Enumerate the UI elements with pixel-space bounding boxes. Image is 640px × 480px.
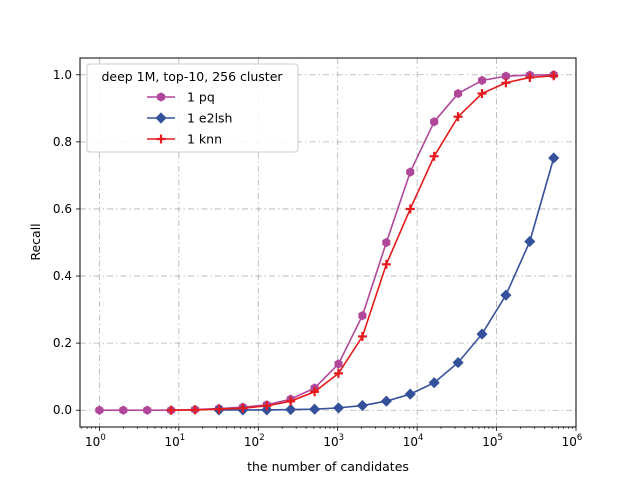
data-point xyxy=(309,403,321,415)
x-axis-ticks: 100 101 102 103 104 105 106 xyxy=(81,427,583,449)
y-tick-label: 0.8 xyxy=(53,135,72,149)
data-point xyxy=(143,405,152,415)
data-point xyxy=(549,71,559,81)
data-point xyxy=(380,395,392,407)
data-point xyxy=(404,388,416,400)
legend-label: 1 e2lsh xyxy=(187,111,232,126)
data-point xyxy=(428,377,440,389)
data-point xyxy=(310,387,320,397)
data-point xyxy=(166,405,176,415)
data-point xyxy=(500,289,512,301)
y-tick-label: 0.4 xyxy=(53,269,72,283)
data-point xyxy=(382,237,391,248)
data-point xyxy=(406,167,415,177)
x-tick-label: 101 xyxy=(164,433,185,449)
data-point xyxy=(262,401,272,411)
data-point xyxy=(476,328,488,340)
x-tick-label: 105 xyxy=(482,433,503,449)
series-1-e2lsh xyxy=(213,152,560,416)
data-point xyxy=(453,112,463,122)
data-point xyxy=(358,310,367,321)
x-tick-label: 103 xyxy=(323,433,344,449)
data-point xyxy=(501,78,511,88)
data-point xyxy=(334,359,343,369)
data-point xyxy=(430,117,439,127)
x-axis-label: the number of candidates xyxy=(247,459,409,474)
data-point xyxy=(356,399,368,412)
data-point xyxy=(452,357,464,369)
data-point xyxy=(477,89,487,99)
legend-entry-1-pq: 1 pq xyxy=(147,90,215,105)
data-point xyxy=(525,72,535,82)
legend: deep 1M, top-10, 256 cluster 1 pq 1 e2lsh… xyxy=(86,63,299,153)
x-tick-label: 102 xyxy=(244,433,265,449)
data-point xyxy=(119,405,128,415)
data-point xyxy=(405,204,415,214)
x-tick-label: 104 xyxy=(403,433,424,449)
data-point xyxy=(190,405,200,415)
x-tick-label: 100 xyxy=(85,433,106,449)
legend-marker xyxy=(156,92,166,102)
data-point xyxy=(429,151,439,161)
legend-title: deep 1M, top-10, 256 cluster xyxy=(101,69,283,84)
legend-marker xyxy=(156,134,166,144)
y-axis-label: Recall xyxy=(28,223,43,260)
y-axis-ticks: 0.0 0.2 0.4 0.6 0.8 1.0 xyxy=(53,68,80,417)
y-tick-label: 0.6 xyxy=(53,202,72,216)
legend-entry-1-e2lsh: 1 e2lsh xyxy=(147,111,232,126)
data-point xyxy=(454,88,463,99)
series-line xyxy=(218,157,555,411)
legend-label: 1 knn xyxy=(187,132,222,147)
x-tick-label: 106 xyxy=(562,433,583,449)
series-lines xyxy=(95,70,560,416)
y-tick-label: 0.0 xyxy=(53,403,72,417)
series-1-knn xyxy=(166,71,559,415)
data-point xyxy=(95,405,104,415)
data-point xyxy=(286,396,296,406)
legend-label: 1 pq xyxy=(187,90,215,105)
data-point xyxy=(332,402,345,414)
data-point xyxy=(548,152,560,164)
data-point xyxy=(285,403,297,416)
legend-entry-1-knn: 1 knn xyxy=(147,132,222,147)
data-point xyxy=(477,75,487,86)
legend-marker xyxy=(155,112,167,124)
data-point xyxy=(357,331,367,341)
data-point xyxy=(238,403,248,413)
y-tick-label: 1.0 xyxy=(53,68,72,82)
y-tick-label: 0.2 xyxy=(53,336,72,350)
data-point xyxy=(214,404,224,414)
data-point xyxy=(524,235,536,248)
data-point xyxy=(334,368,344,378)
data-point xyxy=(381,259,391,269)
plot-frame xyxy=(79,57,577,428)
legend-box xyxy=(86,63,299,153)
